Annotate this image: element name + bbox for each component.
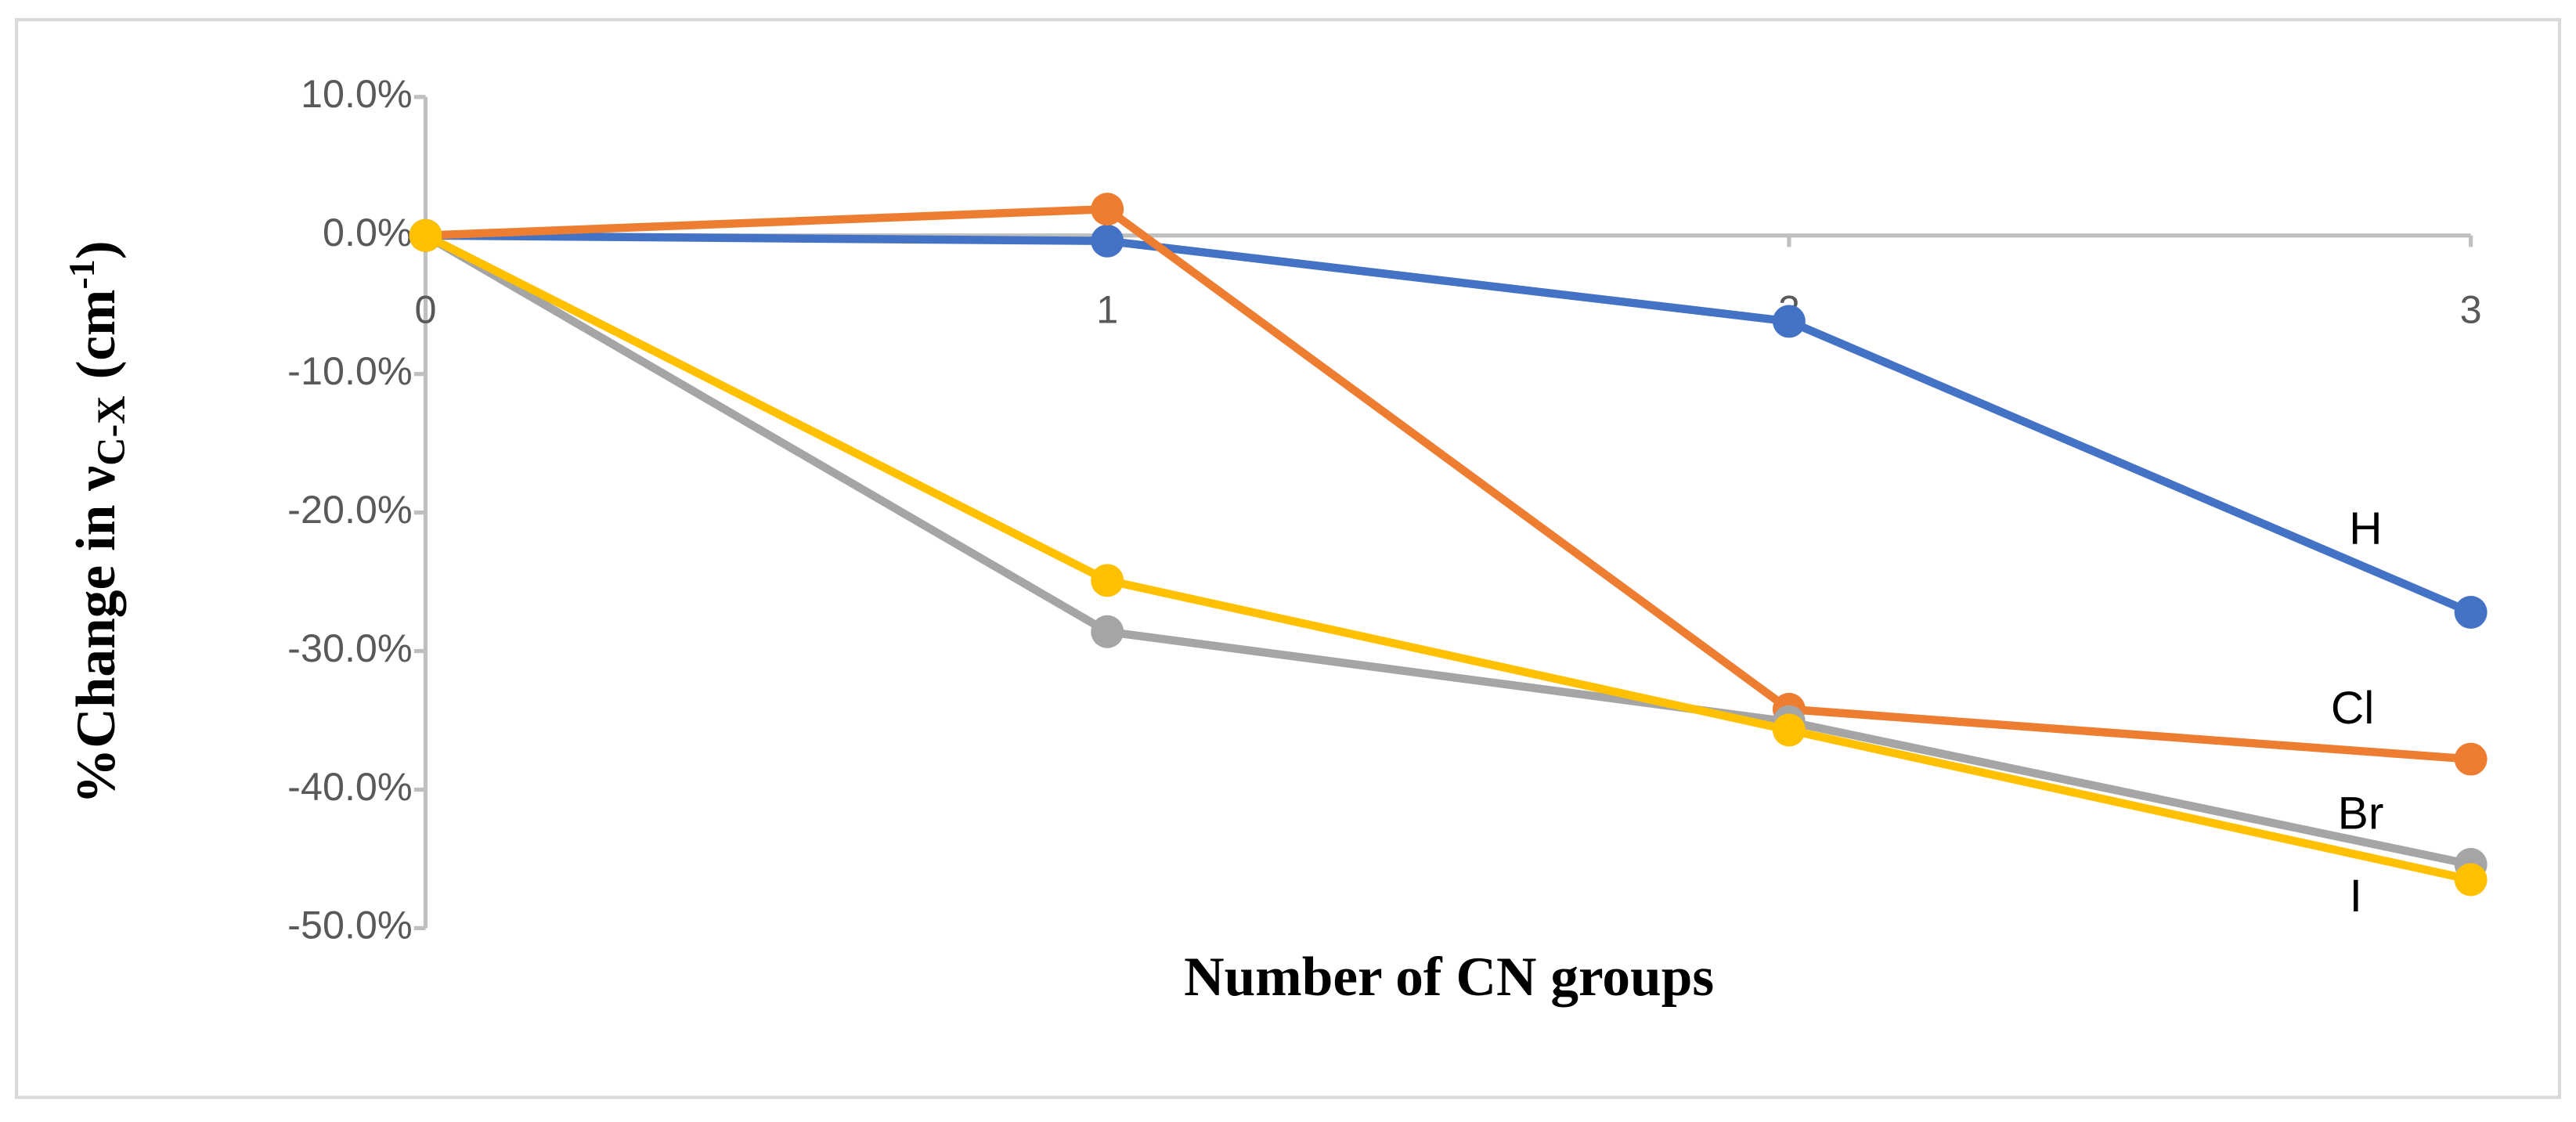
x-tick-label: 0 — [414, 287, 436, 332]
series-point — [1091, 193, 1124, 226]
y-tick-label: -50.0% — [287, 903, 413, 947]
series-label: Cl — [2331, 683, 2374, 734]
y-tick-label: -40.0% — [287, 764, 413, 809]
x-axis-title: Number of CN groups — [1184, 946, 1714, 1008]
series-point — [1772, 305, 1806, 338]
series-point — [409, 218, 442, 252]
series-point — [1772, 713, 1806, 747]
series-point — [1091, 564, 1124, 597]
y-tick-label: -30.0% — [287, 626, 413, 670]
series-point — [2454, 596, 2488, 629]
y-tick-label: -20.0% — [287, 487, 413, 532]
series-point — [1091, 615, 1124, 648]
series-line — [424, 232, 2472, 884]
series-label: I — [2350, 871, 2362, 922]
chart-frame — [14, 18, 2562, 1099]
y-tick-label: -10.0% — [287, 348, 413, 393]
y-tick-label: 10.0% — [301, 71, 413, 116]
series-label: H — [2349, 503, 2382, 554]
series-point — [2454, 863, 2488, 897]
series-point — [2454, 742, 2488, 776]
series-label: Br — [2338, 788, 2384, 839]
series-line — [423, 232, 2472, 869]
y-axis-title-close: ) — [66, 240, 128, 259]
y-axis-title: %Change in νC-X (cm-1) — [62, 240, 133, 804]
series-point — [1091, 224, 1124, 258]
y-axis-title-subscript: C-X — [89, 395, 133, 465]
y-axis-title-text: %Change in ν — [66, 466, 128, 804]
x-tick-label: 3 — [2460, 287, 2482, 332]
y-axis-title-superscript: -1 — [62, 259, 102, 289]
y-axis-title-unit: (cm — [66, 290, 128, 380]
y-tick-label: 0.0% — [323, 210, 413, 254]
series-line — [425, 204, 2472, 763]
x-tick-label: 1 — [1096, 287, 1118, 332]
series-line — [425, 231, 2473, 616]
